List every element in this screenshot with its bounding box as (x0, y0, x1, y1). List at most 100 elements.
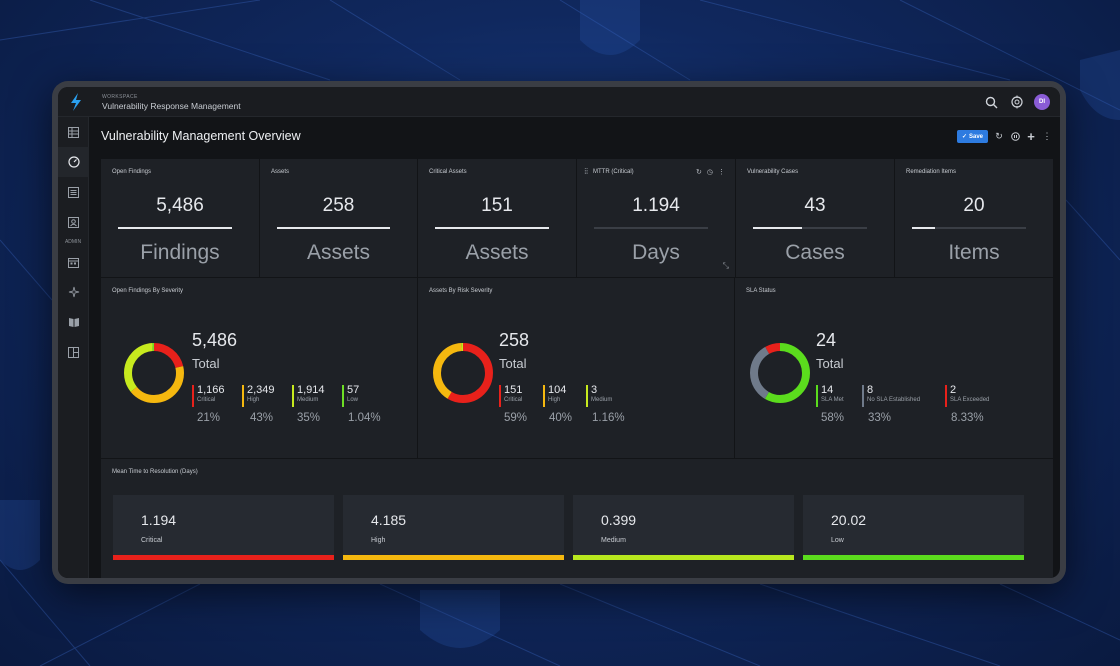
legend-color-bar (292, 385, 294, 407)
kpi-widget-vulnerability-cases[interactable]: Vulnerability Cases 43 Cases (736, 159, 894, 277)
legend-color-bar (862, 385, 864, 407)
legend-item-medium[interactable]: 1,914 Medium (292, 384, 325, 407)
kpi-widget-remediation-items[interactable]: Remediation Items 20 Items (895, 159, 1053, 277)
sidebar-item-list[interactable] (58, 177, 89, 207)
legend-item-high[interactable]: 104 High (543, 385, 566, 407)
kpi-widget-mttr-critical[interactable]: ⣿ MTTR (Critical) ↻ ◷ ⋮ 1.194 Days ⤡ (577, 159, 735, 277)
kpi-progress-track (753, 227, 867, 229)
legend-item-no-sla[interactable]: 8 No SLA Established (862, 385, 920, 407)
more-options-icon[interactable]: ⋮ (718, 169, 725, 176)
resize-handle-icon[interactable]: ⤡ (722, 261, 729, 270)
donut-slice-sla-exceeded[interactable] (750, 343, 810, 403)
sla-status-widget[interactable]: SLA Status 24 Total 14 SLA Met 58% 8 No … (735, 278, 1053, 458)
save-button[interactable]: ✓ Save (956, 130, 988, 143)
ai-assistant-icon[interactable] (1008, 93, 1026, 111)
kpi-widget-open-findings[interactable]: Open Findings 5,486 Findings (101, 159, 259, 277)
legend-item-sla-met[interactable]: 14 SLA Met (816, 384, 844, 407)
mttr-card-critical[interactable]: 1.194 Critical (113, 495, 334, 560)
drag-handle-icon[interactable]: ⣿ (584, 169, 589, 175)
legend-label: High (247, 397, 260, 403)
dashboard-content: Vulnerability Management Overview ✓ Save… (89, 117, 1060, 578)
more-options-icon[interactable]: ⋮ (1042, 131, 1052, 141)
kpi-widget-critical-assets[interactable]: Critical Assets 151 Assets (418, 159, 576, 277)
page-title: Vulnerability Management Overview (101, 129, 301, 143)
clock-icon[interactable]: ◷ (706, 169, 713, 176)
kpi-progress-fill (753, 227, 803, 229)
save-button-label: Save (968, 133, 983, 140)
refresh-icon[interactable]: ↻ (995, 131, 1003, 141)
legend-label: High (548, 397, 561, 403)
severity-color-bar (803, 555, 1024, 560)
legend-value: 14 (821, 384, 834, 396)
legend-percent: 21% (197, 412, 221, 424)
legend-label: Medium (297, 397, 319, 403)
donut-slice-high[interactable] (124, 343, 184, 403)
sidebar-item-layouts[interactable] (58, 337, 89, 367)
legend-label: SLA Exceeded (950, 397, 990, 403)
kpi-widget-assets[interactable]: Assets 258 Assets (260, 159, 417, 277)
kpi-title: Critical Assets (429, 169, 467, 175)
kpi-unit: Assets (306, 241, 371, 264)
legend-item-high[interactable]: 2,349 High (242, 385, 275, 407)
legend-value: 1,914 (297, 384, 325, 396)
list-icon (68, 186, 79, 198)
legend-item-critical[interactable]: 1,166 Critical (192, 384, 225, 407)
refresh-icon[interactable]: ↻ (696, 169, 702, 176)
donut-slice-medium[interactable] (124, 343, 184, 403)
mttr-value: 4.185 (371, 512, 407, 528)
sidebar-item-automation[interactable] (58, 277, 89, 307)
mttr-card-high[interactable]: 4.185 High (343, 495, 564, 560)
sidebar-item-library[interactable] (58, 307, 89, 337)
severity-widget[interactable]: Open Findings By Severity 5,486 Total 1,… (101, 278, 417, 458)
widget-title: Assets By Risk Severity (429, 288, 493, 294)
legend-color-bar (816, 385, 818, 407)
legend-value: 3 (591, 384, 598, 396)
legend-color-bar (242, 385, 244, 407)
donut-slice-high[interactable] (433, 343, 493, 403)
kpi-progress-track (912, 227, 1026, 229)
donut-slice-no-sla-established[interactable] (750, 343, 810, 403)
workspace-title[interactable]: Vulnerability Response Management (102, 101, 241, 111)
sidebar-item-dashboard[interactable] (58, 147, 89, 177)
legend-label: Low (347, 397, 359, 403)
calendar-icon (68, 257, 79, 268)
legend-item-medium[interactable]: 3 Medium (586, 384, 612, 407)
kpi-title: Open Findings (112, 169, 152, 175)
search-icon[interactable] (982, 93, 1000, 111)
kpi-progress-fill (435, 227, 549, 229)
risk-severity-widget[interactable]: Assets By Risk Severity 258 Total 151 Cr… (418, 278, 734, 458)
legend-item-low[interactable]: 57 Low (342, 384, 360, 407)
donut-slice-low[interactable] (124, 343, 184, 403)
donut-slice-medium[interactable] (433, 343, 493, 403)
legend-percent: 40% (549, 412, 573, 424)
legend-value: 1,166 (197, 384, 225, 396)
tablet-frame: WORKSPACE Vulnerability Response Managem… (52, 81, 1066, 584)
kpi-progress-fill (277, 227, 390, 229)
workspace-label: WORKSPACE (102, 94, 138, 100)
kpi-unit: Findings (140, 241, 220, 264)
app-logo-icon[interactable] (65, 91, 87, 113)
mttr-label: Medium (601, 537, 626, 544)
severity-color-bar (343, 555, 564, 560)
book-icon (68, 317, 79, 327)
sidebar-item-grid[interactable] (58, 117, 89, 147)
mttr-card-medium[interactable]: 0.399 Medium (573, 495, 794, 560)
app-screen: WORKSPACE Vulnerability Response Managem… (58, 87, 1060, 578)
mttr-card-low[interactable]: 20.02 Low (803, 495, 1024, 560)
pause-icon[interactable] (1010, 132, 1020, 142)
sidebar-item-calendar[interactable] (58, 247, 89, 277)
legend-value: 2 (950, 384, 957, 396)
mttr-label: High (371, 537, 386, 544)
legend-item-sla-exceeded[interactable]: 2 SLA Exceeded (945, 384, 990, 407)
sidebar-item-profile[interactable] (58, 207, 89, 237)
legend-value: 57 (347, 384, 360, 396)
kpi-progress-track (594, 227, 708, 229)
sidebar: ADMIN (58, 117, 89, 578)
legend-label: SLA Met (821, 397, 844, 403)
legend-value: 151 (504, 384, 523, 396)
add-widget-icon[interactable]: + (1027, 129, 1035, 144)
total-value: 258 (499, 330, 530, 350)
avatar[interactable]: DI (1034, 94, 1050, 110)
legend-item-critical[interactable]: 151 Critical (499, 384, 523, 407)
